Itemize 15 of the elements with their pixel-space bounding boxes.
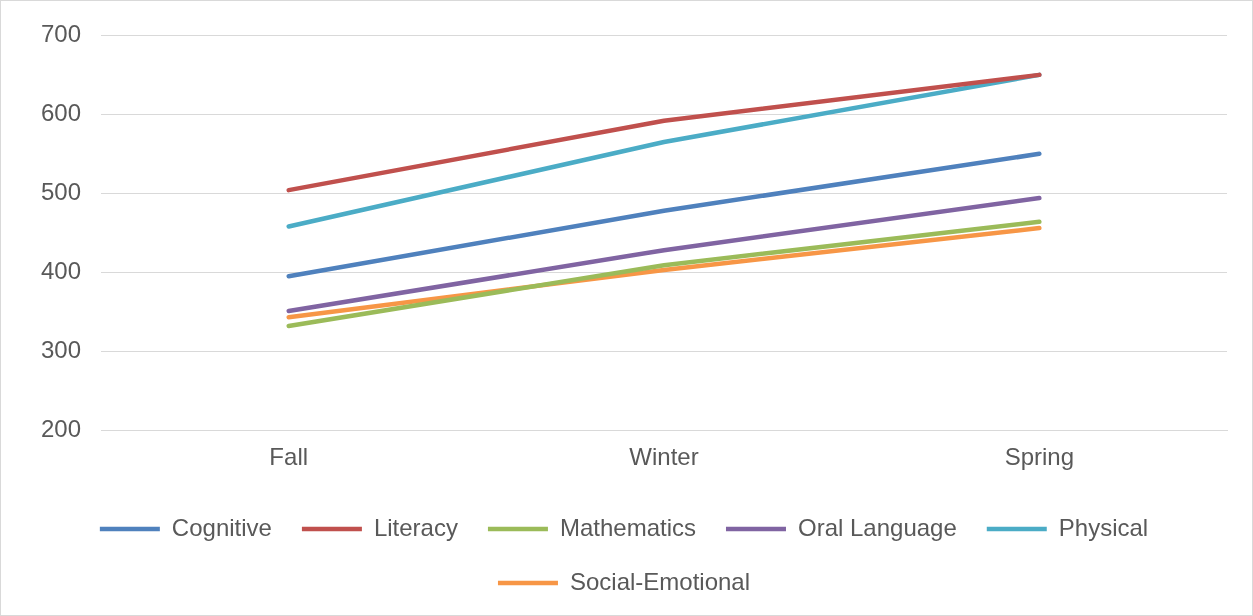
legend-label: Literacy	[373, 513, 458, 541]
y-tick-label: 400	[41, 256, 82, 284]
x-tick-label: Spring	[1004, 443, 1075, 471]
legend-label: Oral Language	[797, 513, 957, 541]
legend-label: Social-Emotional	[569, 567, 751, 595]
legend-label: Mathematics	[559, 513, 696, 541]
x-tick-label: Winter	[629, 443, 699, 471]
legend-label: Cognitive	[171, 513, 272, 541]
y-tick-label: 500	[41, 177, 82, 205]
y-tick-label: 200	[41, 414, 82, 442]
legend-label: Physical	[1058, 513, 1149, 541]
y-tick-label: 300	[41, 335, 82, 363]
x-tick-label: Fall	[269, 443, 309, 471]
y-tick-label: 700	[41, 20, 82, 48]
y-tick-label: 600	[41, 98, 82, 126]
